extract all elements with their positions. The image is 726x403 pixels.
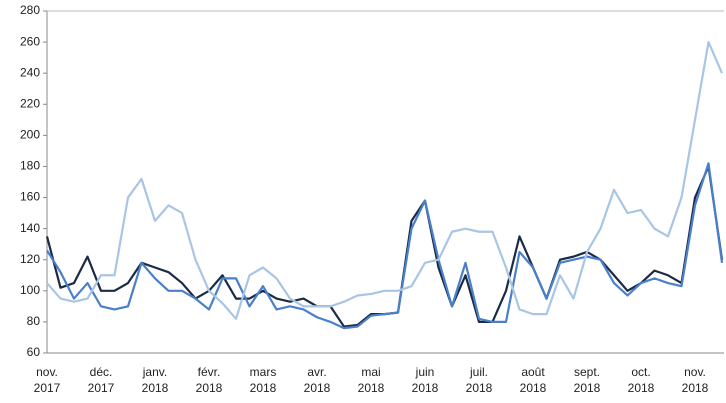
x-tick-label: janv. 2018 xyxy=(142,365,169,395)
y-tick-label: 80 xyxy=(27,314,41,328)
y-tick-label: 120 xyxy=(20,252,40,266)
y-tick-label: 160 xyxy=(20,190,40,204)
x-tick-label: août 2018 xyxy=(520,365,547,395)
x-tick-label: juin 2018 xyxy=(412,365,439,395)
series-line xyxy=(45,165,724,328)
series-line xyxy=(46,40,724,320)
x-tick-label: avr. 2018 xyxy=(304,365,331,395)
x-tick-label: nov. 2017 xyxy=(34,365,61,395)
y-tick-label: 260 xyxy=(20,34,40,48)
y-tick-label: 100 xyxy=(20,283,40,297)
x-tick-label: nov. 2018 xyxy=(682,365,709,395)
y-tick-label: 180 xyxy=(20,159,40,173)
series-line xyxy=(46,162,724,330)
x-tick-label: oct. 2018 xyxy=(628,365,655,395)
x-tick-label: sept. 2018 xyxy=(574,365,601,395)
y-tick-label: 60 xyxy=(27,345,41,359)
y-tick-label: 140 xyxy=(20,221,40,235)
x-tick-label: févr. 2018 xyxy=(196,365,223,395)
y-tick-label: 220 xyxy=(20,96,40,110)
y-tick-label: 280 xyxy=(20,3,40,17)
x-tick-label: déc. 2017 xyxy=(88,365,115,395)
y-tick-label: 200 xyxy=(20,128,40,142)
x-tick-label: mars 2018 xyxy=(250,365,277,395)
x-tick-label: juil. 2018 xyxy=(466,365,493,395)
y-tick-label: 240 xyxy=(20,65,40,79)
x-tick-label: mai 2018 xyxy=(358,365,385,395)
